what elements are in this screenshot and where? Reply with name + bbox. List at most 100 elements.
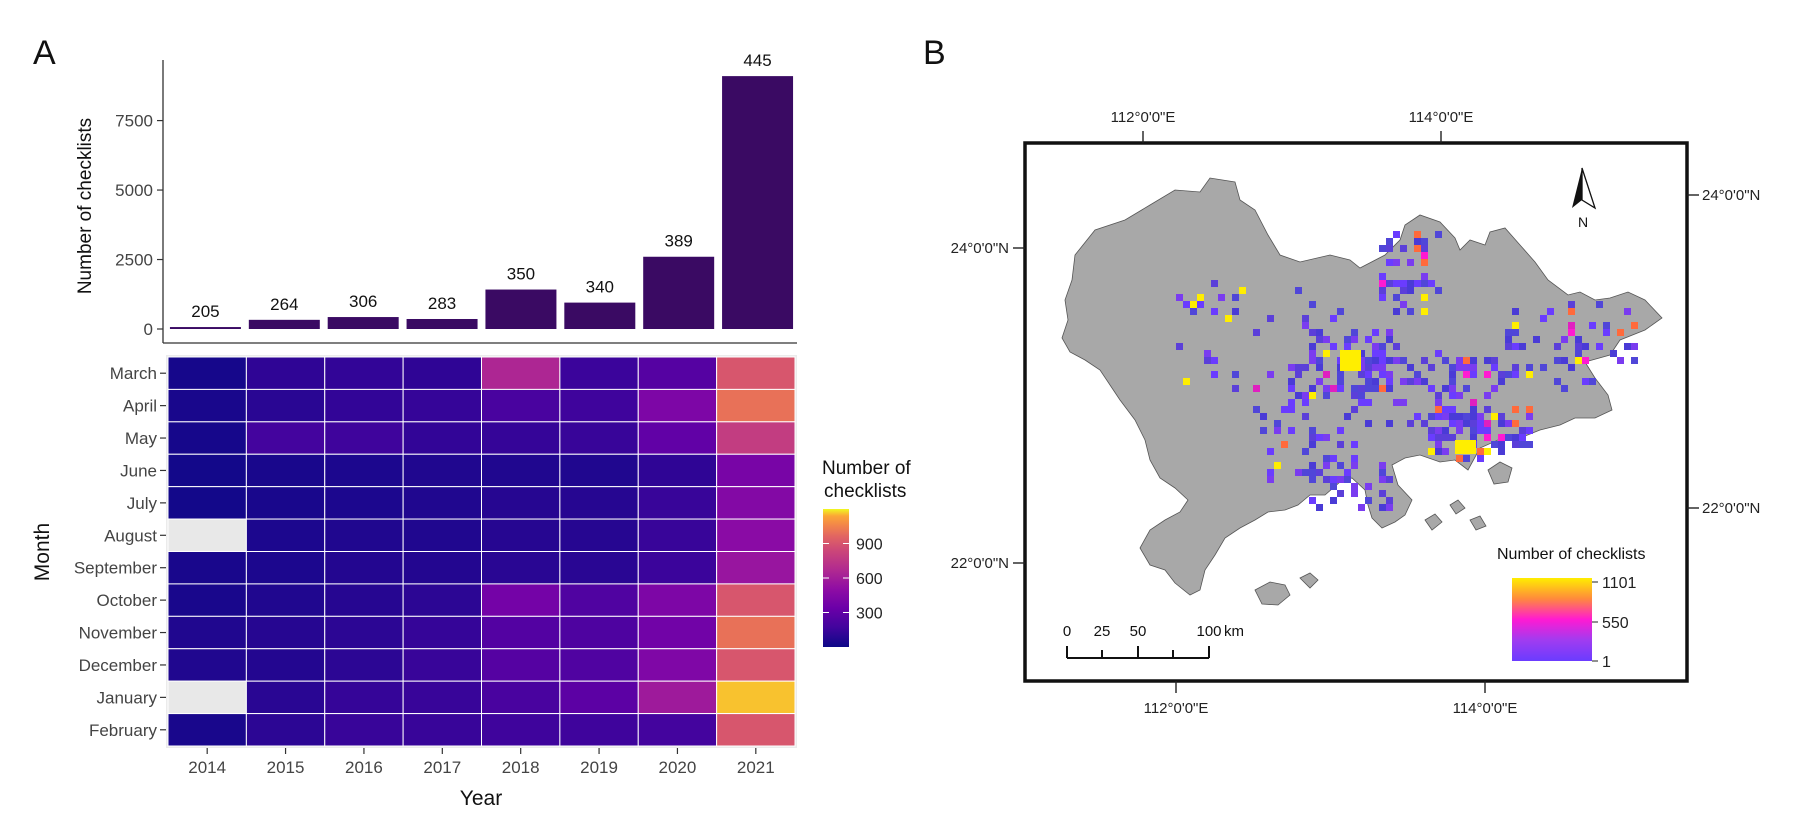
map-grid-cell: [1274, 427, 1281, 434]
heatmap-cell-november-2014: [167, 615, 247, 650]
map-grid-cell: [1316, 434, 1323, 441]
map-grid-cell: [1379, 273, 1386, 280]
map-hotspot-cell: [1347, 357, 1354, 364]
map-grid-cell: [1624, 308, 1631, 315]
heatmap-cell-september-2019: [559, 551, 639, 585]
map-grid-cell: [1449, 413, 1456, 420]
heatmap-cell-august-2014: [167, 518, 247, 552]
heatmap-cell-february-2019: [559, 713, 639, 747]
map-grid-cell: [1344, 343, 1351, 350]
heatmap-month-label-may: May: [125, 429, 158, 448]
map-grid-cell: [1344, 469, 1351, 476]
heatmap-cell-october-2016: [324, 583, 404, 617]
map-grid-cell: [1435, 441, 1442, 448]
heatmap-cell-june-2021: [716, 453, 796, 488]
island-5: [1469, 515, 1487, 531]
map-grid-cell: [1400, 245, 1407, 252]
map-grid-cell: [1484, 392, 1491, 399]
map-grid-cell: [1316, 336, 1323, 343]
scale-label-25: 25: [1094, 623, 1111, 640]
map-grid-cell: [1365, 497, 1372, 504]
map-top-label-114E: 114°0'0"E: [1409, 109, 1474, 126]
map-grid-cell: [1393, 399, 1400, 406]
heatmap-cell-april-2021: [716, 388, 796, 423]
bar-y-tick-label-2500: 2500: [115, 251, 153, 270]
scale-label-0: 0: [1063, 623, 1071, 640]
panel-a-letter: A: [33, 34, 56, 72]
map-grid-cell: [1400, 287, 1407, 294]
map-grid-cell: [1547, 308, 1554, 315]
map-grid-cell: [1351, 483, 1358, 490]
map-grid-cell: [1400, 357, 1407, 364]
bar-data-labels: 205 264 306 283 350 340 389 445: [191, 51, 772, 321]
heatmap-cell-september-2017: [402, 551, 482, 585]
map-grid-cell: [1428, 364, 1435, 371]
map-grid-cell: [1435, 448, 1442, 455]
map-grid-cell: [1344, 413, 1351, 420]
map-grid-cell: [1379, 385, 1386, 392]
map-grid-cell: [1183, 378, 1190, 385]
heatmap-cell-january-2016: [324, 680, 404, 715]
map-grid-cell: [1435, 413, 1442, 420]
bar-label-2019: 340: [586, 278, 614, 297]
map-grid-cell: [1526, 441, 1533, 448]
map-grid-cell: [1351, 441, 1358, 448]
map-grid-cell: [1435, 406, 1442, 413]
map-grid-cell: [1456, 455, 1463, 462]
heatmap-cell-february-2018: [481, 713, 561, 747]
map-grid-cell: [1344, 476, 1351, 483]
map-grid-cell: [1596, 343, 1603, 350]
map-grid-cell: [1323, 385, 1330, 392]
bar-label-2014: 205: [191, 302, 219, 321]
map-right-label-22N: 22°0'0"N: [1702, 500, 1760, 517]
heatmap-cell-january-2017: [402, 680, 482, 715]
map-grid-cell: [1631, 357, 1638, 364]
map-grid-cell: [1309, 441, 1316, 448]
map-grid-cell: [1498, 420, 1505, 427]
heatmap-cell-october-2021: [716, 583, 796, 617]
map-legend-tick-550: 550: [1602, 615, 1629, 632]
map-grid-cell: [1512, 371, 1519, 378]
heatmap-cell-march-2016: [324, 356, 404, 390]
map-grid-cell: [1274, 462, 1281, 469]
heatmap-cell-september-2015: [245, 551, 326, 585]
map-grid-cell: [1449, 420, 1456, 427]
map-grid-cell: [1435, 287, 1442, 294]
heatmap-cell-october-2018: [481, 583, 561, 617]
map-grid-cell: [1386, 259, 1393, 266]
heatmap-month-label-october: October: [97, 591, 158, 610]
map-grid-cell: [1540, 364, 1547, 371]
bar-2020: [643, 256, 715, 329]
map-grid-cell: [1561, 385, 1568, 392]
map-grid-cell: [1386, 420, 1393, 427]
heatmap-cell-august-2019: [559, 518, 639, 552]
map-grid-cell: [1393, 357, 1400, 364]
map-grid-cell: [1568, 329, 1575, 336]
map-grid-cell: [1400, 378, 1407, 385]
map-grid-cell: [1386, 329, 1393, 336]
map-grid-cell: [1407, 287, 1414, 294]
map-grid-cell: [1477, 427, 1484, 434]
scale-unit: km: [1224, 623, 1244, 640]
map-grid-cell: [1407, 378, 1414, 385]
bar-2017: [406, 318, 478, 329]
map-grid-cell: [1288, 399, 1295, 406]
map-grid-cell: [1393, 294, 1400, 301]
map-grid-cell: [1428, 280, 1435, 287]
heatmap-cell-march-2019: [559, 356, 639, 390]
map-grid-cell: [1512, 343, 1519, 350]
map-grid-cell: [1372, 357, 1379, 364]
map-grid-cell: [1309, 497, 1316, 504]
map-grid-cell: [1211, 308, 1218, 315]
map-grid-cell: [1421, 259, 1428, 266]
bar-chart: 0 2500 5000 7500 205 264 306 283 350 340 389 445 N…: [75, 51, 797, 344]
map-grid-cell: [1176, 294, 1183, 301]
heatmap: March April May June July August September Octo…: [31, 355, 797, 810]
map-grid-cell: [1442, 448, 1449, 455]
map-grid-cell: [1393, 280, 1400, 287]
map-grid-cell: [1309, 385, 1316, 392]
heatmap-month-label-december: December: [79, 656, 158, 675]
map-grid-cell: [1449, 392, 1456, 399]
map-grid-cell: [1316, 504, 1323, 511]
heatmap-cells: [167, 356, 796, 747]
